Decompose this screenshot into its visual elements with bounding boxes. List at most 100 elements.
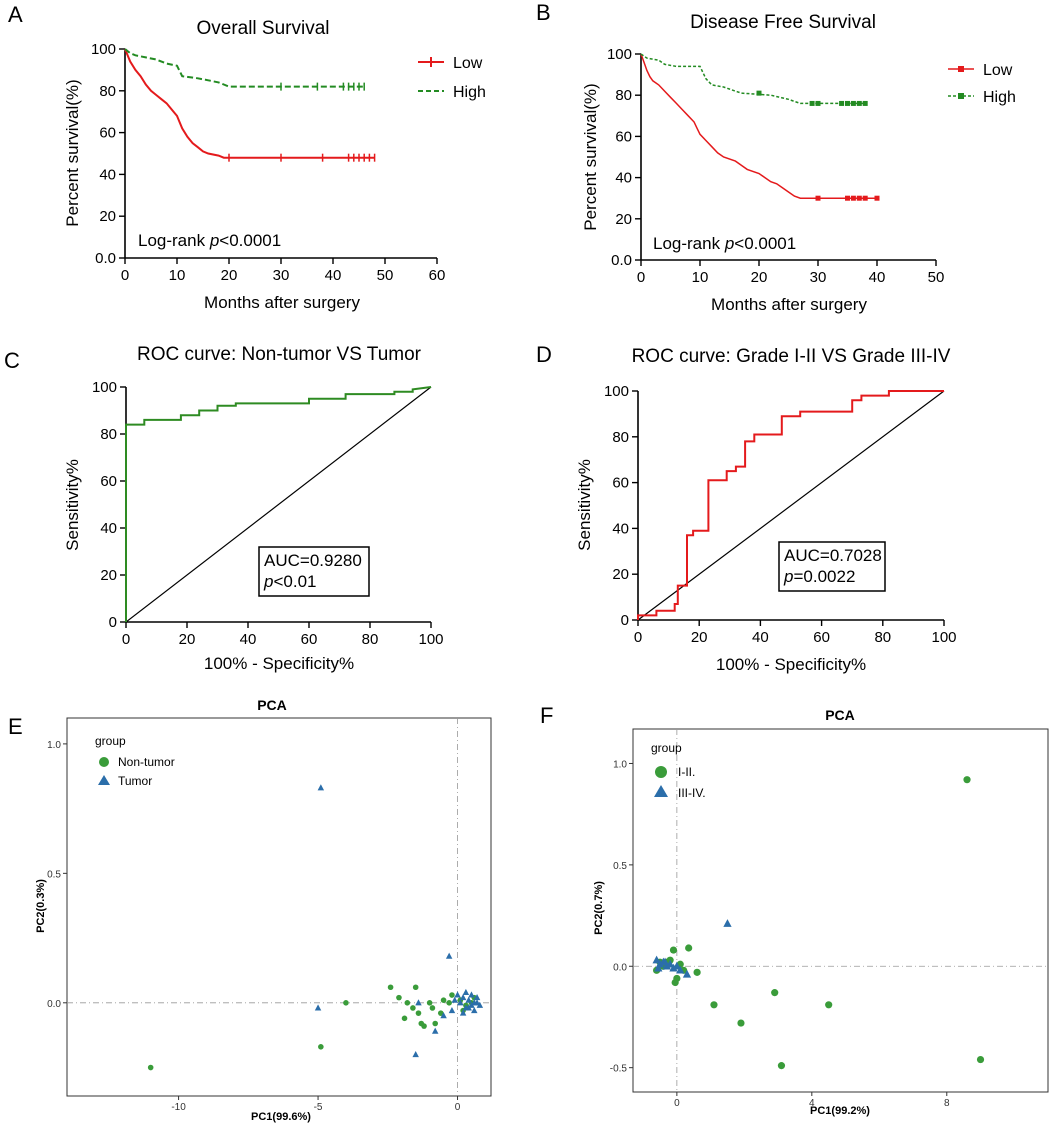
legend-label-low: Low <box>453 55 483 72</box>
x-tick-label: 20 <box>179 631 196 648</box>
point-non-tumor <box>343 999 349 1006</box>
p-value: p=0.0022 <box>783 567 855 586</box>
point-tumor <box>415 999 422 1006</box>
chart-title: ROC curve: Non-tumor VS Tumor <box>137 344 422 365</box>
x-tick-label: 50 <box>377 267 394 284</box>
point-tumor <box>448 1006 456 1014</box>
x-tick-label: -10 <box>171 1102 186 1113</box>
y-axis-label: PC2(0.7%) <box>593 881 605 935</box>
x-tick-label: 50 <box>928 269 945 286</box>
point-iii-iv <box>672 961 682 970</box>
point-tumor <box>459 1009 467 1016</box>
roc-curve <box>125 386 432 622</box>
point-tumor <box>412 1050 419 1058</box>
y-tick-label: 40 <box>99 166 116 183</box>
y-tick-label: 40 <box>615 170 632 187</box>
point-non-tumor <box>147 1064 154 1071</box>
panel-e-pca: E PCA -10 -5 0 0.0 0.5 1.0 PC1(99.6%) PC2(0.3… <box>8 697 492 1123</box>
legend-marker-i-ii <box>655 766 667 778</box>
point-non-tumor <box>432 1020 439 1027</box>
logrank-annotation: Log-rank p<0.0001 <box>138 231 281 250</box>
point-tumor <box>473 994 481 1001</box>
panel-label-c: C <box>4 348 20 373</box>
legend-censor-high <box>958 93 964 99</box>
y-tick-label: 0 <box>621 612 629 629</box>
point-tumor <box>314 1004 322 1011</box>
point-tumor <box>457 999 464 1006</box>
x-tick-label: 4 <box>809 1098 815 1109</box>
point-i-ii <box>710 1001 718 1009</box>
x-tick-label: 10 <box>169 267 186 284</box>
point-tumor <box>445 952 453 959</box>
point-i-ii <box>771 989 779 997</box>
point-iii-iv <box>682 969 692 978</box>
x-tick-label: 0 <box>122 631 130 648</box>
chart-title: ROC curve: Grade I-II VS Grade III-IV <box>632 346 951 367</box>
x-tick-label: 20 <box>751 269 768 286</box>
x-axis-label: PC1(99.2%) <box>810 1105 870 1117</box>
x-tick-label: 100 <box>931 629 956 646</box>
plot-frame <box>66 717 492 1097</box>
point-non-tumor <box>410 1005 416 1011</box>
censor-mark-high <box>856 100 862 106</box>
censor-mark-low <box>850 195 856 201</box>
panel-d-roc-grade: D ROC curve: Grade I-II VS Grade III-IV … <box>536 342 957 674</box>
point-non-tumor <box>440 997 447 1004</box>
point-tumor <box>471 1006 478 1014</box>
point-i-ii <box>825 1001 833 1009</box>
x-axis-label: 100% - Specificity% <box>204 654 354 673</box>
auc-box-frame <box>258 546 370 597</box>
y-tick-label: 1.0 <box>47 740 61 751</box>
x-tick-label: 0 <box>674 1098 680 1109</box>
censor-mark-low <box>874 195 880 201</box>
point-non-tumor <box>401 1015 408 1022</box>
x-tick-label: 10 <box>692 269 709 286</box>
km-line-low <box>640 53 877 199</box>
y-axis-label: Percent survival(%) <box>581 83 600 230</box>
y-tick-label: -0.5 <box>610 1064 628 1075</box>
y-tick-label: 80 <box>99 83 116 100</box>
legend-marker-iii-iv <box>654 785 668 797</box>
legend-title: group <box>95 734 126 748</box>
point-iii-iv <box>654 963 663 972</box>
km-line-high <box>640 53 866 105</box>
plot-frame <box>632 728 1049 1093</box>
censor-mark-high <box>862 100 868 106</box>
point-tumor <box>465 996 472 1003</box>
point-tumor <box>473 999 481 1006</box>
legend-label-iii-iv: III-IV. <box>678 786 706 800</box>
point-i-ii <box>963 776 971 784</box>
point-i-ii <box>685 944 693 952</box>
x-axis-label: Months after surgery <box>204 293 360 312</box>
panel-label-b: B <box>536 0 551 25</box>
panel-label-e: E <box>8 714 23 739</box>
legend-label-non-tumor: Non-tumor <box>118 755 175 769</box>
y-tick-label: 100 <box>607 46 632 63</box>
y-tick-label: 1.0 <box>613 759 627 770</box>
y-tick-label: 0.0 <box>611 252 632 269</box>
y-tick-label: 20 <box>100 567 117 584</box>
censor-mark-low <box>856 195 862 201</box>
panel-a-overall-survival: A Overall Survival 0 10 20 30 40 50 60 0.0 20 40 6… <box>8 2 486 312</box>
point-non-tumor <box>449 992 455 998</box>
x-tick-label: 0 <box>455 1102 461 1113</box>
y-axis-label: Percent survival(%) <box>63 79 82 226</box>
x-tick-label: 60 <box>301 631 318 648</box>
chart-title: PCA <box>825 707 855 723</box>
y-tick-label: 80 <box>100 426 117 443</box>
censor-mark-low <box>862 195 868 201</box>
point-tumor <box>451 996 458 1003</box>
x-tick-label: 40 <box>240 631 257 648</box>
censor-mark-high <box>845 100 850 106</box>
censor-mark-high <box>756 90 762 96</box>
point-iii-iv <box>669 963 678 972</box>
legend: group Non-tumor Tumor <box>95 734 175 788</box>
x-tick-label: 60 <box>429 267 446 284</box>
point-non-tumor <box>437 1010 444 1016</box>
point-non-tumor <box>426 999 433 1006</box>
roc-curve <box>637 390 944 620</box>
auc-value: AUC=0.9280 <box>264 551 362 570</box>
chart-title: Disease Free Survival <box>690 12 876 33</box>
auc-box-frame <box>778 541 886 592</box>
